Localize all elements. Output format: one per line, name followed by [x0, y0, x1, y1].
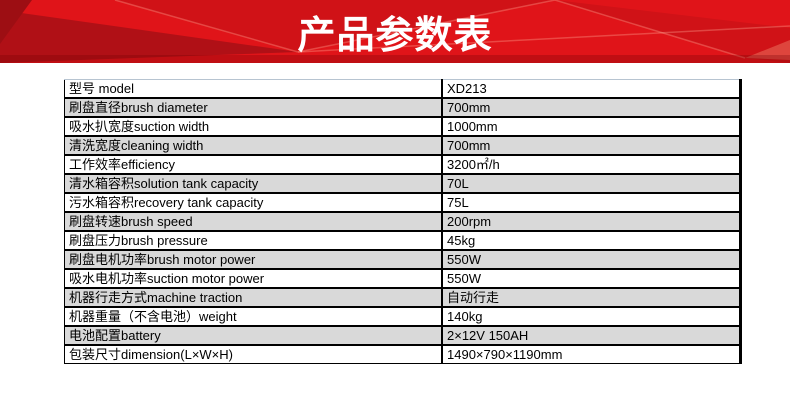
table-row: 吸水电机功率suction motor power 550W [64, 268, 741, 288]
spec-label-cell: 污水箱容积recovery tank capacity [64, 192, 442, 212]
table-row: 污水箱容积recovery tank capacity 75L [64, 192, 741, 212]
spec-label-cell: 电池配置battery [64, 325, 442, 345]
spec-value-cell: 3200㎡/h [441, 154, 741, 174]
spec-label-cell: 刷盘转速brush speed [64, 211, 442, 231]
table-row: 型号 model XD213 [64, 79, 741, 98]
spec-value-cell: 45kg [441, 230, 741, 250]
spec-label-cell: 机器行走方式machine traction [64, 287, 442, 307]
spec-value-cell: XD213 [441, 79, 741, 98]
spec-value-cell: 1000mm [441, 116, 741, 136]
spec-label-cell: 工作效率efficiency [64, 154, 442, 174]
table-row: 清洗宽度cleaning width 700mm [64, 135, 741, 155]
spec-value-cell: 1490×790×1190mm [441, 344, 741, 364]
spec-value-cell: 70L [441, 173, 741, 193]
spec-value-cell: 700mm [441, 135, 741, 155]
table-row: 刷盘转速brush speed 200rpm [64, 211, 741, 231]
spec-value-cell: 200rpm [441, 211, 741, 231]
banner: 产品参数表 [0, 0, 790, 63]
spec-label-cell: 包装尺寸dimension(L×W×H) [64, 344, 442, 364]
spec-label-cell: 清洗宽度cleaning width [64, 135, 442, 155]
page-title: 产品参数表 [297, 15, 493, 57]
table-row: 机器重量（不含电池）weight 140kg [64, 306, 741, 326]
spec-table: 型号 model XD213 刷盘直径brush diameter 700mm 吸水扒宽… [64, 79, 742, 364]
table-row: 包装尺寸dimension(L×W×H) 1490×790×1190mm [64, 344, 741, 364]
spec-value-cell: 2×12V 150AH [441, 325, 741, 345]
banner-facet-background [0, 0, 790, 63]
table-row: 刷盘电机功率brush motor power 550W [64, 249, 741, 269]
table-row: 电池配置battery 2×12V 150AH [64, 325, 741, 345]
spec-label-cell: 型号 model [64, 79, 442, 98]
spec-label-cell: 吸水电机功率suction motor power [64, 268, 442, 288]
table-row: 工作效率efficiency 3200㎡/h [64, 154, 741, 174]
spec-value-cell: 700mm [441, 97, 741, 117]
spec-value-cell: 自动行走 [441, 287, 741, 307]
spec-label-cell: 刷盘电机功率brush motor power [64, 249, 442, 269]
spec-value-cell: 550W [441, 249, 741, 269]
spec-label-cell: 刷盘压力brush pressure [64, 230, 442, 250]
spec-label-cell: 机器重量（不含电池）weight [64, 306, 442, 326]
spec-table-body: 型号 model XD213 刷盘直径brush diameter 700mm 吸水扒宽… [64, 79, 741, 364]
spec-value-cell: 550W [441, 268, 741, 288]
table-row: 刷盘直径brush diameter 700mm [64, 97, 741, 117]
spec-label-cell: 吸水扒宽度suction width [64, 116, 442, 136]
spec-value-cell: 75L [441, 192, 741, 212]
table-row: 吸水扒宽度suction width 1000mm [64, 116, 741, 136]
table-row: 机器行走方式machine traction 自动行走 [64, 287, 741, 307]
spec-label-cell: 清水箱容积solution tank capacity [64, 173, 442, 193]
spec-label-cell: 刷盘直径brush diameter [64, 97, 442, 117]
spec-table-container: 型号 model XD213 刷盘直径brush diameter 700mm 吸水扒宽… [64, 79, 742, 364]
spec-value-cell: 140kg [441, 306, 741, 326]
table-row: 清水箱容积solution tank capacity 70L [64, 173, 741, 193]
table-row: 刷盘压力brush pressure 45kg [64, 230, 741, 250]
